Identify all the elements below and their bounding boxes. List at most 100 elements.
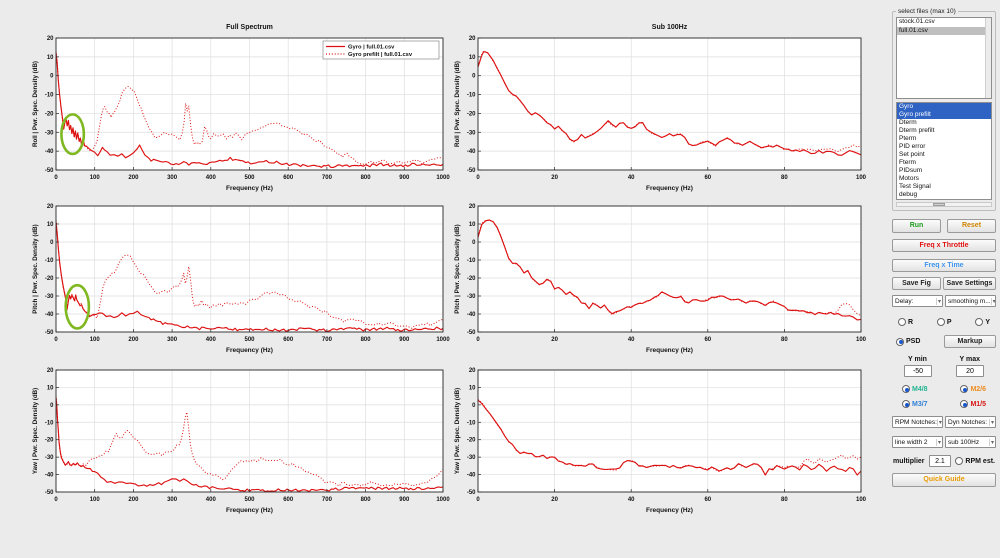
line-width-dropdown[interactable]: line width 2 ▾	[892, 436, 943, 448]
freq-x-time-button[interactable]: Freq x Time	[892, 259, 996, 272]
signal-list-item[interactable]: PIDsum	[899, 167, 923, 174]
svg-text:-50: -50	[467, 490, 476, 496]
freq-x-throttle-button[interactable]: Freq x Throttle	[892, 239, 996, 252]
svg-text:Roll | Pwr. Spec. Density (dB): Roll | Pwr. Spec. Density (dB)	[454, 61, 461, 147]
svg-text:300: 300	[167, 497, 178, 503]
svg-text:-30: -30	[467, 130, 476, 136]
signal-list-item[interactable]: Set point	[899, 151, 925, 158]
svg-text:0: 0	[476, 337, 480, 343]
plot-canvas: 0 100 200 300 400 500 600 700 800 900 1000-50-40-3…	[32, 24, 450, 192]
svg-text:-20: -20	[467, 111, 476, 117]
signal-list-item[interactable]: debug	[899, 191, 918, 198]
m26-radio[interactable]	[960, 385, 969, 393]
svg-text:-40: -40	[45, 312, 54, 318]
signal-list-item[interactable]: PID error	[899, 143, 926, 150]
quick-guide-button[interactable]: Quick Guide	[892, 473, 996, 487]
file-list-item-selected[interactable]: full.01.csv	[897, 26, 991, 35]
svg-text:Gyro | full.01.csv: Gyro | full.01.csv	[348, 45, 395, 51]
signal-list-item[interactable]: Test Signal	[899, 183, 931, 190]
multiplier-field[interactable]	[928, 455, 951, 467]
svg-text:-10: -10	[467, 420, 476, 426]
svg-text:200: 200	[128, 175, 139, 181]
svg-text:0: 0	[476, 175, 480, 181]
svg-text:100: 100	[856, 175, 867, 181]
psd-radio[interactable]	[896, 337, 904, 346]
yaw-radio[interactable]	[975, 318, 984, 326]
plot-yaw-full-spectrum: 0 100 200 300 400 500 600 700 800 900 1000 -50 -40 -3…	[30, 360, 450, 518]
save-fig-button[interactable]: Save Fig	[892, 277, 941, 290]
svg-text:0: 0	[54, 337, 58, 343]
plot-yaw-sub-100hz: 0 20 40 60 80 100 -50 -40 -30 -20 -10 0 10 20 Frequenc…	[452, 360, 868, 518]
series-dotted	[478, 219, 861, 317]
run-button[interactable]: Run	[892, 219, 941, 233]
roll-radio[interactable]	[898, 318, 906, 326]
y-min-label: Y min	[908, 356, 927, 363]
delay-dropdown[interactable]: Delay: ▾	[892, 295, 943, 307]
smoothing-dropdown[interactable]: smoothing m... ▾	[945, 295, 996, 307]
file-list-vertical-scrollbar[interactable]	[985, 18, 991, 98]
y-max-field[interactable]	[956, 365, 984, 377]
scrollbar-thumb[interactable]	[932, 203, 945, 206]
signal-list[interactable]: Gyro Gyro prefilt Dterm Dterm prefilt Pt…	[896, 102, 992, 200]
svg-text:-40: -40	[467, 473, 476, 479]
save-settings-button[interactable]: Save Settings	[943, 277, 996, 290]
file-list-item[interactable]: stock.01.csv	[899, 18, 935, 25]
sub-100hz-dropdown[interactable]: sub 100Hz ▾	[945, 436, 996, 448]
plot-canvas: 0 100 200 300 400 500 600 700 800 900 1000-50-40-3…	[32, 368, 450, 514]
dyn-notches-dropdown[interactable]: Dyn Notches: ▾	[945, 416, 996, 428]
signal-list-item-selected[interactable]: Gyro prefilt	[897, 111, 991, 119]
svg-text:400: 400	[206, 497, 217, 503]
svg-text:20: 20	[47, 204, 54, 210]
annotation-ellipse	[60, 113, 86, 156]
svg-text:-10: -10	[45, 258, 54, 264]
svg-text:500: 500	[244, 337, 255, 343]
svg-text:Roll | Pwr. Spec. Density (dB): Roll | Pwr. Spec. Density (dB)	[32, 61, 39, 147]
svg-text:400: 400	[206, 175, 217, 181]
svg-text:0: 0	[472, 403, 476, 409]
svg-text:1000: 1000	[436, 497, 450, 503]
y-min-field[interactable]	[904, 365, 932, 377]
svg-text:600: 600	[283, 175, 294, 181]
svg-text:1000: 1000	[436, 175, 450, 181]
chevron-down-icon: ▾	[990, 297, 996, 305]
svg-text:500: 500	[244, 497, 255, 503]
svg-text:40: 40	[628, 497, 635, 503]
svg-text:-30: -30	[467, 294, 476, 300]
plot-canvas: 0 20 40 60 80 100 -50 -40 -30 -20 -10 0 10 20 Sub 100H…	[454, 24, 867, 192]
m48-radio[interactable]	[902, 385, 910, 393]
pitch-radio[interactable]	[936, 318, 945, 326]
svg-text:100: 100	[856, 337, 867, 343]
rpm-notches-dropdown[interactable]: RPM Notches: ▾	[892, 416, 943, 428]
reset-button[interactable]: Reset	[947, 219, 996, 233]
svg-text:40: 40	[628, 175, 635, 181]
svg-text:Sub 100Hz: Sub 100Hz	[652, 24, 688, 31]
svg-text:Yaw | Pwr. Spec. Density (dB): Yaw | Pwr. Spec. Density (dB)	[454, 388, 461, 474]
markup-button[interactable]: Markup	[944, 335, 996, 348]
signal-list-item[interactable]: Fterm	[899, 159, 916, 166]
svg-text:0: 0	[476, 497, 480, 503]
signal-list-item-selected[interactable]: Gyro	[897, 103, 991, 111]
signal-list-item[interactable]: Dterm prefilt	[899, 127, 935, 134]
chevron-down-icon: ▾	[988, 438, 994, 446]
plot-roll-sub-100hz: 0 20 40 60 80 100 -50 -40 -30 -20 -10 0 10 20 Sub 100H…	[452, 16, 868, 196]
signal-list-item[interactable]: Dterm	[899, 119, 917, 126]
svg-text:-40: -40	[45, 473, 54, 479]
svg-text:900: 900	[399, 175, 410, 181]
signal-list-item[interactable]: Pterm	[899, 135, 917, 142]
m15-radio[interactable]	[960, 400, 969, 408]
svg-text:-30: -30	[467, 455, 476, 461]
control-panel: select files (max 10) stock.01.csv full.…	[891, 6, 997, 487]
svg-text:900: 900	[399, 337, 410, 343]
svg-text:700: 700	[322, 497, 333, 503]
signal-list-item[interactable]: Motors	[899, 175, 919, 182]
rpm-est-radio[interactable]	[955, 457, 964, 465]
plot-canvas: 0 100 200 300 400 500 600 700 800 900 1000-50-40-3…	[32, 204, 450, 354]
svg-text:800: 800	[361, 497, 372, 503]
svg-text:0: 0	[50, 403, 54, 409]
file-list[interactable]: stock.01.csv full.01.csv	[896, 17, 992, 99]
m37-radio[interactable]	[902, 400, 910, 408]
select-files-label: select files (max 10)	[898, 8, 956, 15]
svg-text:20: 20	[469, 36, 476, 42]
svg-text:100: 100	[90, 175, 101, 181]
signal-list-horizontal-scrollbar[interactable]	[896, 202, 992, 207]
